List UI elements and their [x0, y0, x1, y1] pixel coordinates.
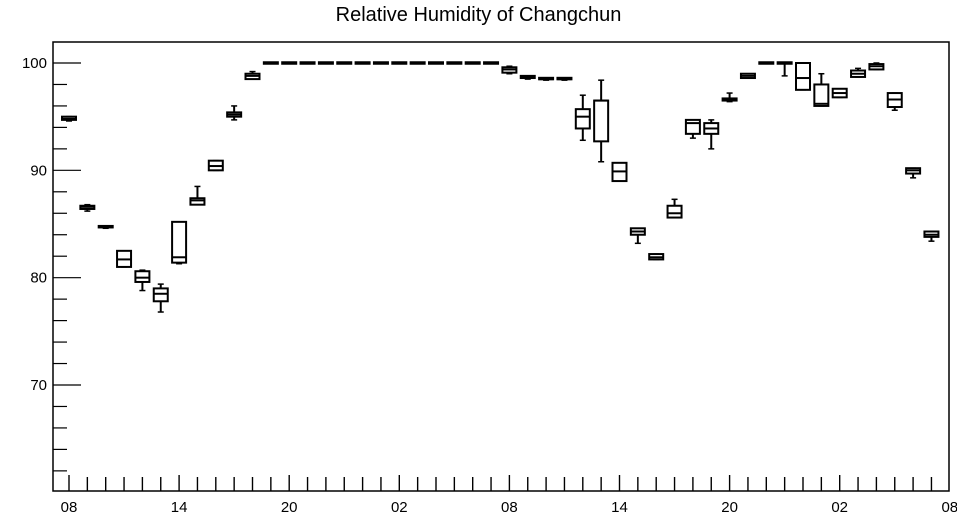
box-mark: [831, 87, 848, 99]
box-mark: [886, 92, 903, 111]
x-tick-label: 02: [831, 499, 848, 516]
box-mark: [776, 61, 793, 77]
box-mark: [134, 269, 151, 292]
box-mark: [446, 61, 463, 65]
box-mark: [116, 249, 133, 268]
x-tick-label: 20: [721, 499, 738, 516]
x-tick-label: 08: [61, 499, 78, 516]
x-tick-label: 02: [391, 499, 408, 516]
box-mark: [923, 230, 940, 242]
box-series: [61, 61, 940, 313]
iqr-box: [813, 83, 830, 107]
plot-frame: [52, 41, 950, 492]
box-mark: [281, 61, 298, 65]
box-mark: [464, 61, 481, 65]
box-mark: [244, 70, 261, 81]
y-tick-label: 80: [30, 270, 47, 287]
box-mark: [391, 61, 408, 65]
box-mark: [428, 61, 444, 65]
iqr-box: [684, 118, 701, 135]
box-mark: [207, 159, 224, 172]
iqr-box: [593, 99, 610, 143]
box-mark: [354, 61, 371, 65]
x-tick-label: 08: [501, 499, 518, 516]
box-mark: [372, 61, 389, 65]
box-mark: [868, 62, 885, 71]
box-mark: [905, 167, 922, 179]
box-mark: [152, 283, 169, 313]
box-mark: [758, 61, 775, 65]
box-mark: [299, 61, 316, 65]
box-mark: [574, 94, 591, 142]
box-mark: [611, 161, 628, 183]
box-mark: [519, 74, 536, 80]
iqr-box: [666, 204, 683, 219]
box-mark: [648, 253, 665, 261]
box-mark: [483, 61, 500, 65]
box-mark: [409, 61, 426, 65]
iqr-box: [152, 287, 169, 303]
box-mark: [79, 203, 96, 212]
x-tick-label: 14: [611, 499, 628, 516]
box-mark: [538, 76, 555, 81]
iqr-box: [134, 270, 151, 283]
box-mark: [629, 227, 646, 245]
box-mark: [703, 119, 720, 150]
box-mark: [813, 72, 830, 107]
iqr-box: [189, 197, 206, 206]
box-mark: [97, 224, 114, 230]
box-mark: [850, 67, 867, 78]
y-axis: 70 80 90 100: [22, 55, 81, 472]
box-mark: [593, 79, 610, 163]
iqr-box: [795, 62, 811, 91]
box-mark: [189, 185, 206, 206]
box-mark: [226, 105, 243, 121]
y-tick-label: 70: [30, 377, 47, 394]
iqr-box: [574, 108, 591, 130]
box-mark: [684, 118, 701, 139]
x-tick-label: 14: [171, 499, 188, 516]
box-mark: [262, 61, 279, 65]
box-mark: [317, 61, 334, 65]
y-tick-label: 90: [30, 162, 47, 179]
box-mark: [721, 92, 738, 103]
iqr-box: [171, 220, 188, 264]
y-tick-label: 100: [22, 55, 47, 72]
box-mark: [795, 62, 811, 91]
box-mark: [61, 115, 77, 122]
chart-title: Relative Humidity of Changchun: [335, 4, 622, 26]
x-tick-label: 08: [941, 499, 957, 516]
x-axis: 08 14 20 02 08 14 20 02 08: [61, 475, 957, 516]
box-mark: [739, 72, 756, 80]
box-mark: [501, 65, 518, 75]
x-tick-label: 20: [281, 499, 298, 516]
box-mark: [171, 220, 188, 265]
box-mark: [556, 76, 573, 81]
box-mark: [666, 198, 683, 219]
box-mark: [336, 61, 353, 65]
